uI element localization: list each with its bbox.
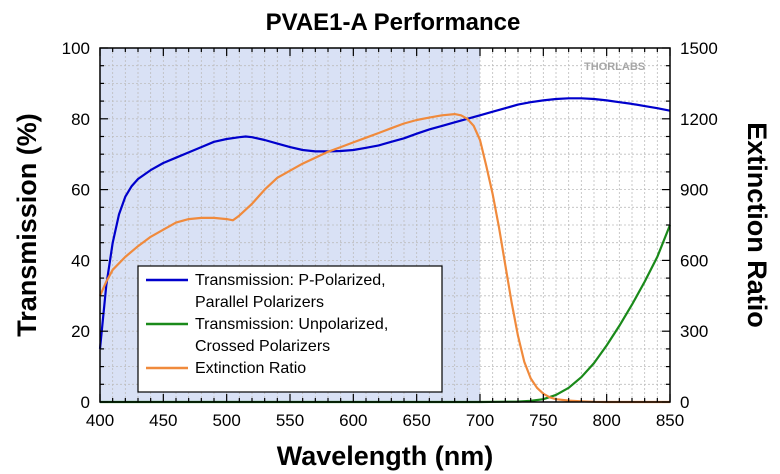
legend-box: [137, 265, 443, 393]
x-tick-label: 400: [86, 411, 114, 430]
legend-label: Extinction Ratio: [195, 360, 306, 377]
y-tick-label: 80: [71, 110, 90, 129]
x-tick-label: 800: [592, 411, 620, 430]
thorlabs-logo: THORLABS: [584, 61, 645, 73]
y-tick-label: 60: [71, 181, 90, 200]
x-tick-label: 650: [402, 411, 430, 430]
series-line-0: [98, 97, 671, 350]
y-axis-label: Transmission (%): [12, 113, 42, 337]
chart-title: PVAE1-A Performance: [266, 9, 521, 36]
x-tick-label: 500: [212, 411, 240, 430]
y-tick-label: 40: [71, 251, 90, 270]
y2-tick-label: 0: [680, 393, 689, 412]
legend-label: Transmission: P-Polarized,: [195, 272, 386, 289]
y2-tick-label: 1200: [680, 110, 718, 129]
y2-tick-label: 300: [680, 322, 708, 341]
legend-label: Crossed Polarizers: [195, 338, 330, 355]
x-tick-label: 700: [466, 411, 494, 430]
y-tick-label: 0: [81, 393, 90, 412]
x-tick-label: 850: [656, 411, 684, 430]
y2-tick-label: 900: [680, 181, 708, 200]
legend-label: Transmission: Unpolarized,: [195, 316, 388, 333]
y2-axis-label: Extinction Ratio: [742, 122, 772, 328]
y-tick-label: 20: [71, 322, 90, 341]
x-tick-label: 750: [529, 411, 557, 430]
series-line-2: [98, 112, 670, 404]
x-axis-label: Wavelength (nm): [277, 441, 494, 471]
x-tick-label: 450: [149, 411, 177, 430]
y-tick-label: 100: [62, 39, 90, 58]
y2-tick-label: 1500: [680, 39, 718, 58]
y2-tick-label: 600: [680, 251, 708, 270]
x-tick-label: 600: [339, 411, 367, 430]
x-tick-label: 550: [276, 411, 304, 430]
legend-label: Parallel Polarizers: [195, 294, 324, 311]
